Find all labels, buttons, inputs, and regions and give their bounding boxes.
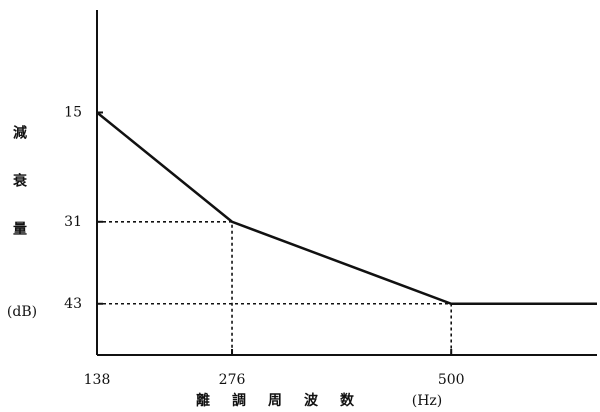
x-tick-label: 138 xyxy=(84,372,111,388)
y-label: 減衰量 xyxy=(11,124,28,269)
x-tick-label: 500 xyxy=(438,372,465,388)
guide-line xyxy=(97,302,453,355)
y-tick-label: 43 xyxy=(64,296,82,312)
line xyxy=(96,111,597,306)
x-label: 離調周波数 xyxy=(196,392,376,409)
y-tick-label: 31 xyxy=(64,214,82,230)
guide-line xyxy=(97,220,233,355)
y-tick-label: 15 xyxy=(64,104,82,120)
x-unit: (Hz) xyxy=(412,393,443,409)
x-tick-label: 276 xyxy=(219,372,246,388)
y-unit: (dB) xyxy=(7,304,37,320)
